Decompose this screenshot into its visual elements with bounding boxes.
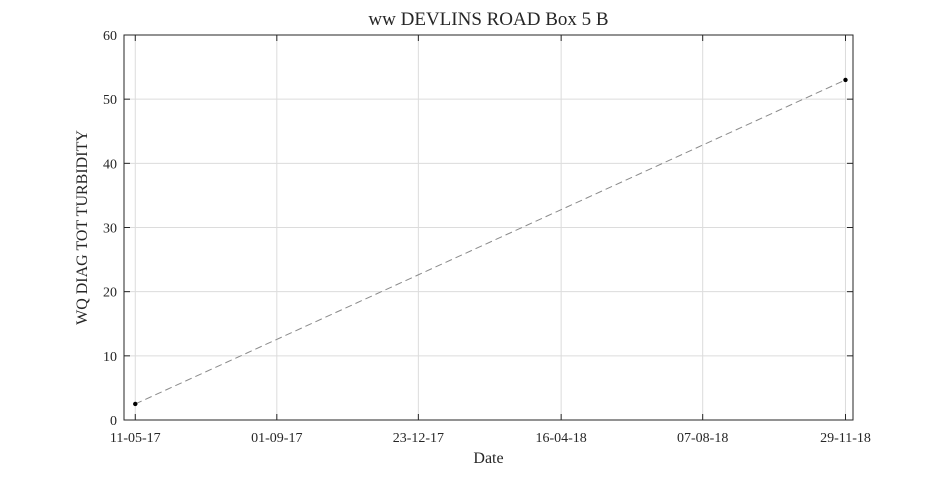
y-tick-label: 10 bbox=[103, 350, 117, 365]
grid-layer bbox=[124, 35, 853, 420]
x-axis-label: Date bbox=[473, 450, 503, 467]
y-tick-label: 50 bbox=[103, 93, 117, 108]
x-tick-label: 29-11-18 bbox=[820, 431, 871, 446]
tick-layer bbox=[124, 34, 853, 421]
y-tick-label: 60 bbox=[103, 29, 117, 44]
series-line bbox=[135, 79, 846, 405]
y-tick-label: 0 bbox=[110, 414, 117, 429]
y-axis-label: WQ DIAG TOT TURBIDITY bbox=[74, 130, 91, 325]
series-layer bbox=[133, 77, 848, 407]
x-tick-label: 07-08-18 bbox=[677, 431, 728, 446]
x-tick-label: 01-09-17 bbox=[251, 431, 302, 446]
x-tick-label: 11-05-17 bbox=[110, 431, 161, 446]
data-point bbox=[133, 401, 138, 407]
data-point bbox=[843, 77, 848, 83]
label-layer: 0 10 20 30 40 50 60 11-05-17 01-09-17 23-12-17 16-… bbox=[103, 29, 871, 446]
chart-title: ww DEVLINS ROAD Box 5 B bbox=[368, 9, 608, 30]
x-tick-label: 23-12-17 bbox=[393, 431, 444, 446]
y-tick-label: 30 bbox=[103, 222, 117, 237]
y-tick-label: 40 bbox=[103, 157, 117, 172]
y-tick-label: 20 bbox=[103, 286, 117, 301]
x-tick-label: 16-04-18 bbox=[535, 431, 586, 446]
